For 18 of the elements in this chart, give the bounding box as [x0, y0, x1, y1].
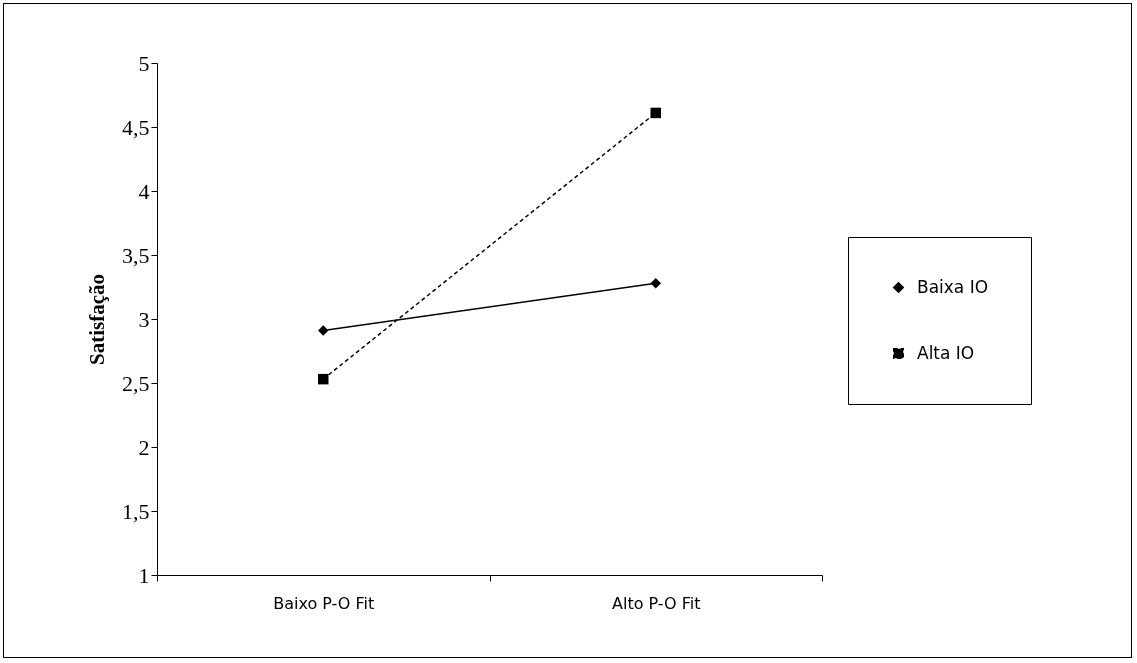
y-axis-title: Satisfação [85, 274, 109, 365]
y-tick-label: 4 [138, 178, 150, 204]
legend-label: Alta IO [917, 342, 975, 363]
point [318, 325, 329, 336]
y-tick-label: 2,5 [122, 370, 150, 396]
y-tick-label: 3,5 [122, 242, 150, 268]
point [650, 107, 661, 119]
y-tick-label: 2 [138, 434, 150, 460]
legend-label: Baixa IO [917, 276, 989, 297]
point [318, 373, 329, 385]
x-tick-label: Baixo P-O Fit [273, 593, 375, 613]
y-tick-label: 3 [138, 306, 150, 332]
y-tick-label: 1,5 [122, 498, 150, 524]
point [650, 277, 661, 289]
y-tick-label: 5 [138, 50, 150, 76]
y-tick-label: 4,5 [122, 114, 150, 140]
y-tick-label: 1 [138, 562, 150, 588]
x-tick-label: Alto P-O Fit [612, 593, 701, 613]
